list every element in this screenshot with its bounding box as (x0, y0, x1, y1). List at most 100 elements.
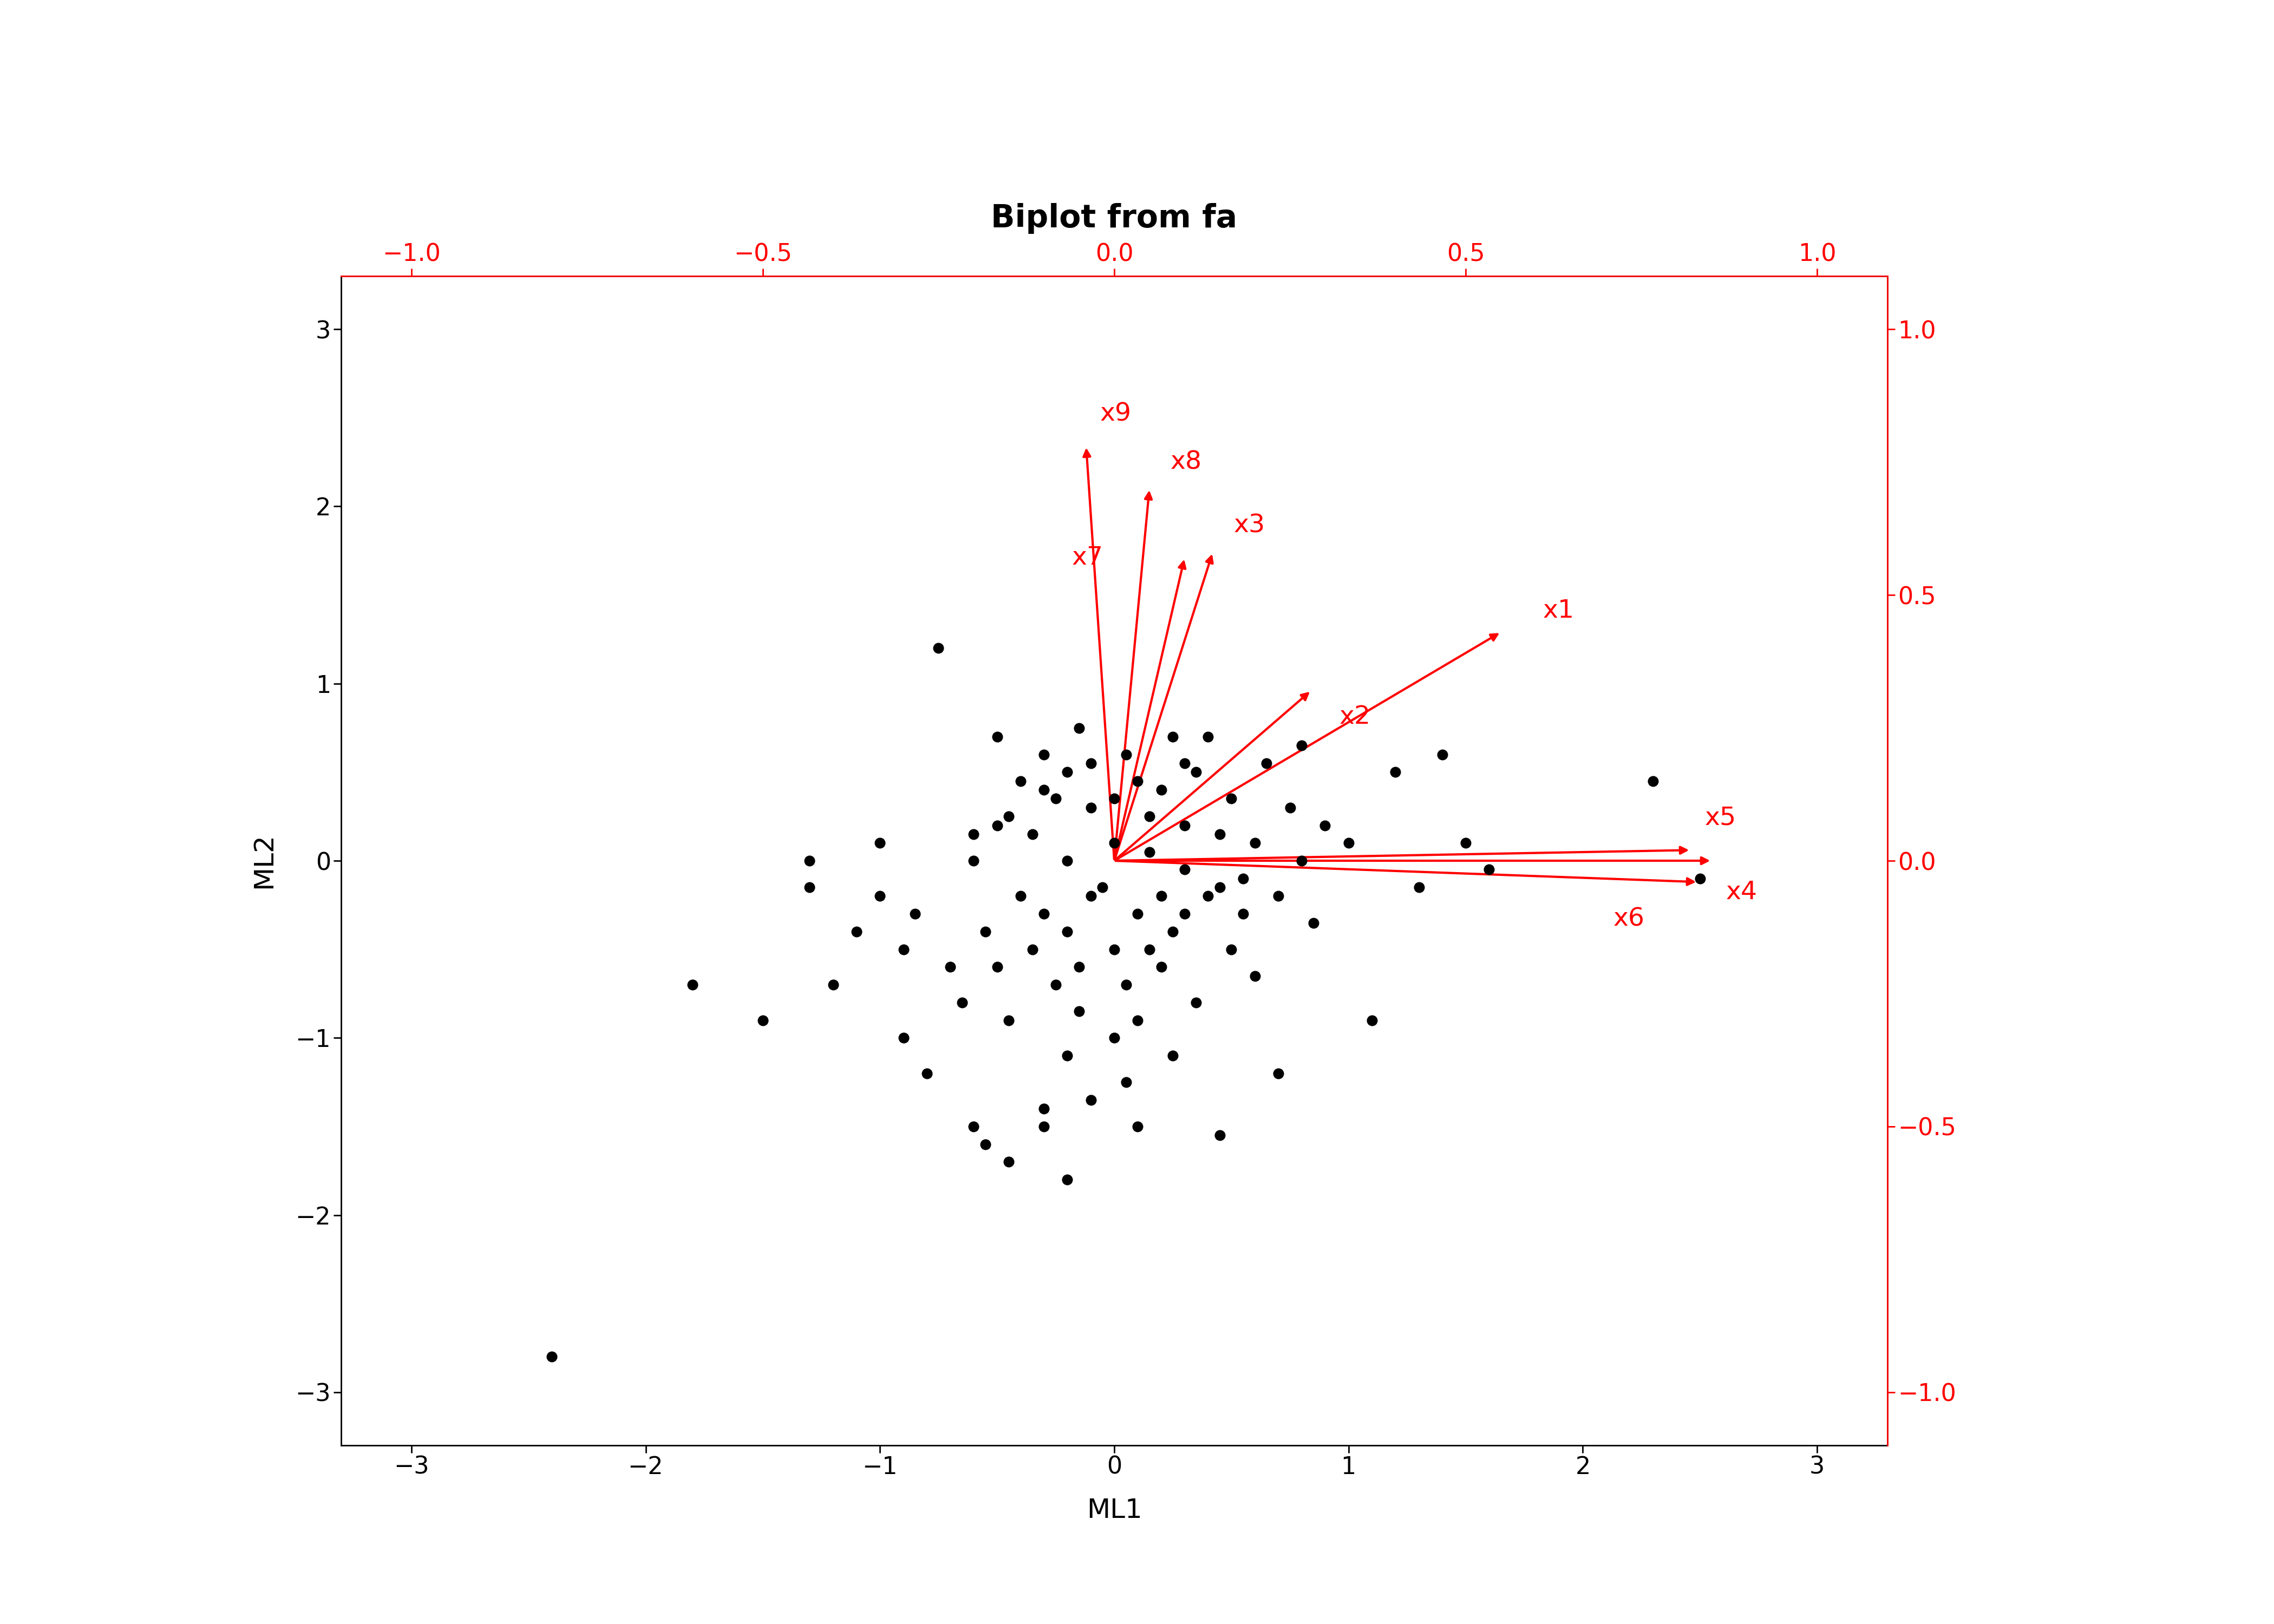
Point (1283, 732, 1319, 758)
Point (991, 1148, 1028, 1174)
Point (862, 883, 898, 909)
Point (955, 848, 991, 874)
Point (955, 822, 991, 848)
Point (1014, 937, 1051, 963)
Point (791, 874, 828, 900)
Point (1048, 848, 1085, 874)
Point (1635, 768, 1671, 794)
Text: x1: x1 (1544, 599, 1574, 624)
Point (1226, 901, 1262, 927)
Point (1026, 742, 1062, 768)
Point (1048, 1166, 1085, 1192)
Point (921, 635, 957, 661)
Point (1062, 953, 1098, 979)
Point (1155, 1043, 1192, 1069)
Point (1130, 804, 1167, 830)
Point (1449, 830, 1485, 856)
Point (862, 830, 898, 856)
Point (1353, 1007, 1389, 1033)
Point (1062, 999, 1098, 1025)
Point (1096, 937, 1132, 963)
Point (1401, 874, 1437, 900)
Text: x6: x6 (1612, 906, 1644, 932)
Point (1167, 856, 1203, 882)
Text: x4: x4 (1726, 880, 1758, 905)
Text: x7: x7 (1071, 546, 1103, 570)
Point (885, 1025, 921, 1051)
Point (1014, 822, 1051, 848)
Point (1073, 883, 1110, 909)
Text: x5: x5 (1706, 806, 1735, 830)
Point (1167, 901, 1203, 927)
Point (1119, 1007, 1155, 1033)
Point (534, 1343, 571, 1369)
Point (1201, 1122, 1237, 1148)
Point (1096, 786, 1132, 812)
Point (978, 724, 1014, 750)
Point (1130, 937, 1167, 963)
Point (1471, 856, 1508, 882)
Point (955, 1114, 991, 1140)
Point (1073, 794, 1110, 820)
Point (1683, 866, 1719, 892)
Point (791, 848, 828, 874)
Point (1107, 1069, 1144, 1095)
Point (1330, 830, 1367, 856)
Point (1073, 1086, 1110, 1112)
Point (1144, 953, 1180, 979)
Point (1214, 937, 1251, 963)
Point (966, 919, 1003, 945)
Point (896, 901, 932, 927)
Point (1178, 758, 1214, 784)
Point (1073, 750, 1110, 776)
Point (744, 1007, 780, 1033)
Point (1283, 848, 1319, 874)
Point (1378, 758, 1414, 784)
Point (1096, 830, 1132, 856)
Point (1155, 919, 1192, 945)
Point (1026, 776, 1062, 802)
Point (1189, 724, 1226, 750)
Text: x3: x3 (1235, 513, 1264, 538)
Point (1167, 750, 1203, 776)
Point (1201, 874, 1237, 900)
Point (1003, 883, 1039, 909)
Point (978, 812, 1014, 838)
Point (1062, 715, 1098, 741)
Point (1026, 1096, 1062, 1122)
Point (944, 989, 980, 1015)
Point (991, 1007, 1028, 1033)
Point (814, 971, 850, 997)
Point (1096, 1025, 1132, 1051)
Point (839, 919, 875, 945)
Point (1107, 742, 1144, 768)
Point (1214, 786, 1251, 812)
Point (1119, 1114, 1155, 1140)
Point (1003, 768, 1039, 794)
Point (1260, 1060, 1296, 1086)
Title: Biplot from fa: Biplot from fa (991, 203, 1237, 234)
Point (675, 971, 712, 997)
Point (1237, 830, 1273, 856)
Point (1260, 883, 1296, 909)
Point (1107, 971, 1144, 997)
Text: x9: x9 (1101, 403, 1132, 427)
Text: x2: x2 (1339, 705, 1371, 729)
Point (1037, 971, 1073, 997)
Point (1026, 901, 1062, 927)
Point (1048, 919, 1085, 945)
Point (1119, 901, 1155, 927)
Point (1037, 786, 1073, 812)
Point (1189, 883, 1226, 909)
Point (1226, 866, 1262, 892)
Point (991, 804, 1028, 830)
Point (1085, 874, 1121, 900)
Point (1271, 794, 1308, 820)
Point (1308, 812, 1344, 838)
Point (1155, 724, 1192, 750)
Point (1424, 742, 1460, 768)
Point (1296, 909, 1333, 935)
Point (932, 953, 969, 979)
Point (1201, 822, 1237, 848)
Point (1119, 768, 1155, 794)
